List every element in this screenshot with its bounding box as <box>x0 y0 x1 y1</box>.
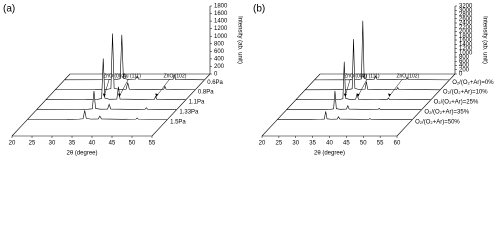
annotation-arrow <box>104 78 110 97</box>
x-tick-label: 35 <box>309 141 316 147</box>
arrow-head <box>356 93 360 98</box>
y-tick-label: 800 <box>459 55 470 61</box>
occluder <box>304 39 440 91</box>
series-label: 1.5Pa <box>170 119 186 125</box>
occluder <box>54 33 195 91</box>
x-tick-label: 40 <box>326 141 333 147</box>
annotation: Au (111) <box>361 73 380 79</box>
y-axis-title: Intensity (ab. unit) <box>481 16 487 64</box>
arrow-head <box>155 93 159 98</box>
y-tick-label: 0 <box>214 72 218 78</box>
y-axis-title: Intensity (ab. unit) <box>236 16 242 64</box>
x-tick-label: 60 <box>394 141 401 147</box>
annotation-arrow <box>389 78 403 97</box>
x-tick-label: 25 <box>276 141 283 147</box>
series-line <box>45 58 186 100</box>
series-label: 0.6Pa <box>207 80 223 86</box>
x-tick-label: 30 <box>292 141 299 147</box>
x-tick-label: 30 <box>49 141 56 147</box>
arrow-head <box>102 93 106 98</box>
x-tick-label: 45 <box>343 141 350 147</box>
annotation-arrow <box>156 78 170 97</box>
x-axis-title: 2θ (degree) <box>314 151 345 157</box>
occluder <box>314 20 450 81</box>
series-line <box>36 91 177 110</box>
series-line <box>27 110 168 120</box>
axis-line <box>396 73 456 137</box>
series-line <box>277 111 413 120</box>
x-tick-label: 20 <box>259 141 266 147</box>
y-tick-label: 200 <box>459 67 470 73</box>
annotation: ZnO (002) <box>344 73 367 79</box>
y-tick-label: 400 <box>459 63 470 69</box>
y-tick-label: 1400 <box>459 42 473 48</box>
annotation-arrow <box>119 78 129 97</box>
y-tick-label: 1200 <box>214 26 228 32</box>
y-tick-label: 1000 <box>214 34 228 40</box>
y-tick-label: 600 <box>214 49 225 55</box>
figure: (a)020040060080010001200140016001800Inte… <box>3 4 494 157</box>
y-tick-label: 0 <box>459 72 463 78</box>
series-label: 1.33Pa <box>179 110 199 116</box>
y-tick-label: 2000 <box>459 29 473 35</box>
x-tick-label: 55 <box>149 141 156 147</box>
series-line <box>295 61 431 101</box>
occluder <box>277 111 413 120</box>
axis-line <box>151 73 211 137</box>
series-label: O₂/(O₂+Ar)=0% <box>452 80 494 86</box>
panel-label: (b) <box>253 4 265 15</box>
x-tick-label: 50 <box>129 141 136 147</box>
annotation: ZnO (102) <box>164 73 187 79</box>
y-tick-label: 2400 <box>459 21 473 27</box>
x-tick-label: 25 <box>29 141 36 147</box>
series-label: 1.1Pa <box>189 100 205 106</box>
axis-line <box>261 73 321 137</box>
x-tick-label: 45 <box>109 141 116 147</box>
x-axis-title: 2θ (degree) <box>66 151 97 157</box>
series-label: O₂/(O₂+Ar)=10% <box>443 90 488 96</box>
y-tick-label: 1400 <box>214 19 228 25</box>
annotation-arrow <box>357 78 368 97</box>
series-label: O₂/(O₂+Ar)=25% <box>434 100 479 106</box>
y-tick-label: 1000 <box>459 50 473 56</box>
arrow-head <box>387 93 391 98</box>
series-line <box>64 34 205 81</box>
y-tick-label: 3000 <box>459 8 473 14</box>
y-tick-label: 400 <box>214 56 225 62</box>
y-tick-label: 1800 <box>459 33 473 39</box>
y-tick-label: 1600 <box>214 11 228 17</box>
series-line <box>304 39 440 91</box>
arrow-head <box>343 93 347 98</box>
y-tick-label: 3200 <box>459 4 473 10</box>
y-tick-label: 1200 <box>459 46 473 52</box>
y-tick-label: 800 <box>214 41 225 47</box>
panel-label: (a) <box>3 4 15 15</box>
series-line <box>314 20 450 81</box>
series-label: 0.8Pa <box>198 90 214 96</box>
annotation: ZnO (002) <box>103 73 126 79</box>
y-tick-label: 600 <box>459 59 470 65</box>
series-line <box>54 33 195 91</box>
x-tick-label: 50 <box>360 141 367 147</box>
y-tick-label: 200 <box>214 64 225 70</box>
series-label: O₂/(O₂+Ar)=50% <box>415 119 460 125</box>
y-tick-label: 1800 <box>214 4 228 10</box>
axis-line <box>11 73 71 137</box>
annotation: Au (111) <box>122 73 141 79</box>
y-tick-label: 2200 <box>459 25 473 31</box>
x-tick-label: 40 <box>89 141 96 147</box>
x-tick-label: 35 <box>69 141 76 147</box>
x-tick-label: 20 <box>9 141 16 147</box>
y-tick-label: 1600 <box>459 38 473 44</box>
series-label: O₂/(O₂+Ar)=35% <box>424 110 469 116</box>
annotation: ZnO (102) <box>396 73 419 79</box>
arrow-head <box>117 93 121 98</box>
y-tick-label: 2800 <box>459 12 473 18</box>
series-line <box>286 90 422 110</box>
annotation-arrow <box>345 78 351 97</box>
occluder <box>286 90 422 110</box>
x-tick-label: 55 <box>377 141 384 147</box>
occluder <box>27 110 168 120</box>
y-tick-label: 2600 <box>459 16 473 22</box>
